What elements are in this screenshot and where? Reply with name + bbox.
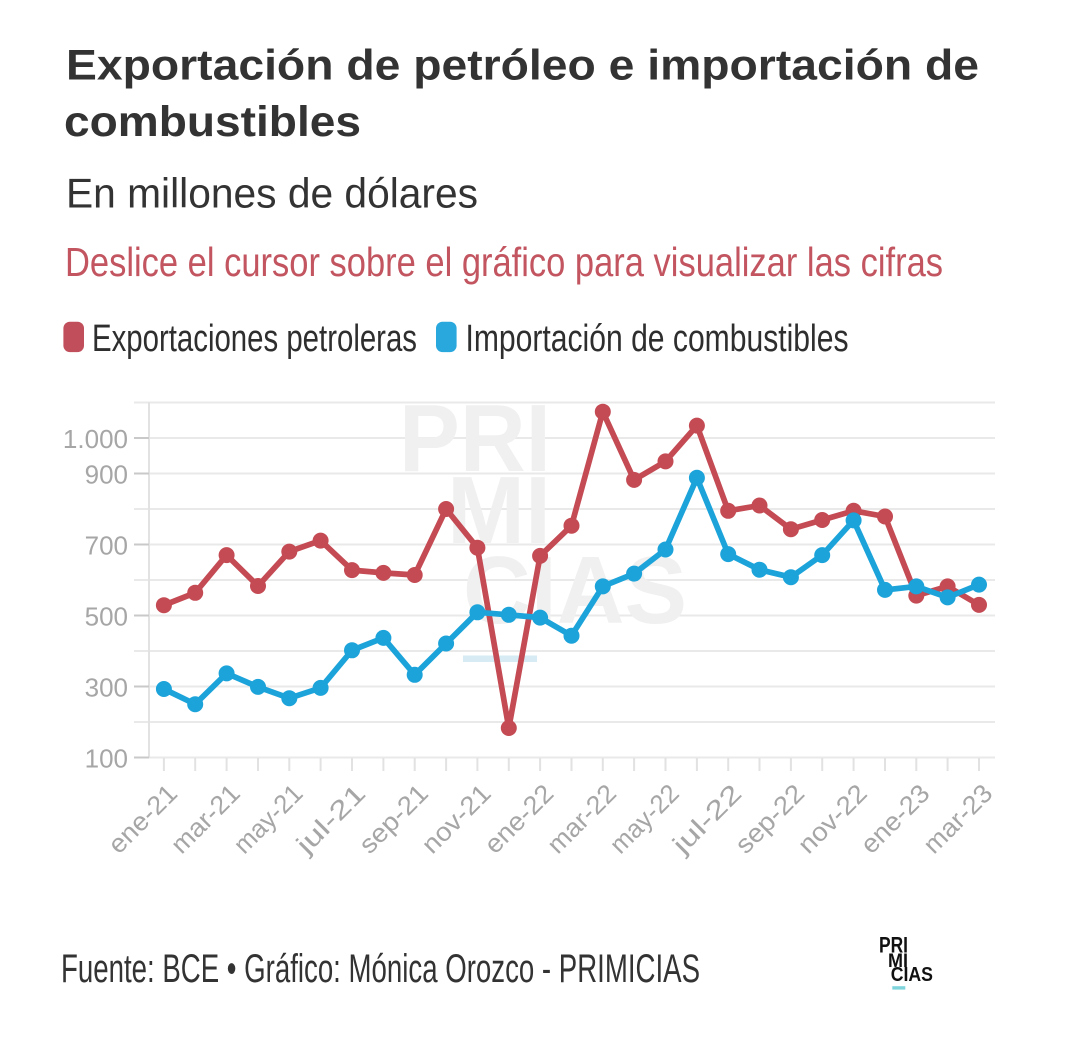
svg-text:1.000: 1.000	[63, 424, 128, 454]
svg-text:CIAS: CIAS	[891, 964, 933, 986]
svg-text:PRI: PRI	[399, 385, 551, 492]
svg-text:combustibles: combustibles	[64, 98, 361, 146]
svg-text:Deslice el cursor sobre el grá: Deslice el cursor sobre el gráfico para …	[65, 239, 943, 285]
svg-text:700: 700	[85, 531, 128, 561]
svg-text:500: 500	[85, 602, 128, 632]
svg-text:Fuente: BCE • Gráfico: Mónica: Fuente: BCE • Gráfico: Mónica Orozco - P…	[61, 947, 700, 991]
svg-text:900: 900	[85, 460, 128, 490]
svg-text:Exportaciones petroleras: Exportaciones petroleras	[92, 318, 417, 360]
svg-text:300: 300	[85, 673, 128, 703]
svg-text:Exportación de petróleo e impo: Exportación de petróleo e importación de	[66, 41, 979, 89]
svg-text:MI: MI	[447, 457, 551, 564]
svg-text:En millones de dólares: En millones de dólares	[66, 170, 478, 217]
svg-text:100: 100	[85, 744, 128, 774]
svg-text:MI: MI	[888, 951, 908, 972]
svg-text:Importación de combustibles: Importación de combustibles	[466, 318, 849, 360]
svg-text:PRI: PRI	[879, 933, 908, 958]
